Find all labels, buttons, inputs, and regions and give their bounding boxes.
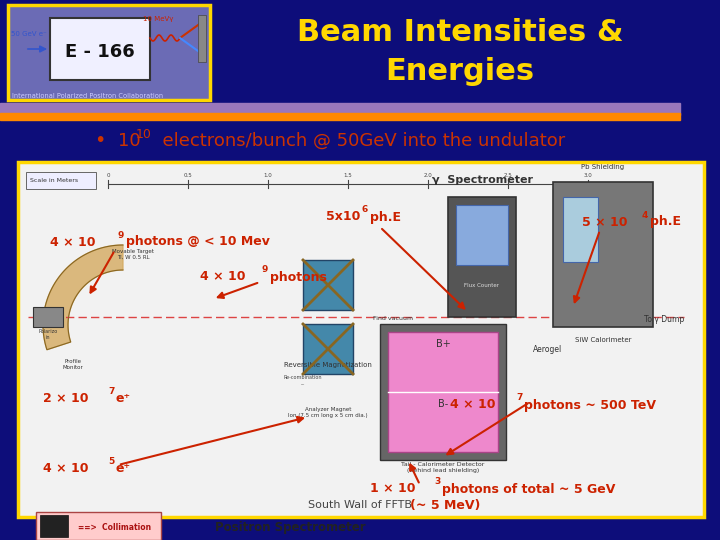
Text: e⁺: e⁺ — [116, 462, 131, 476]
Text: 3: 3 — [434, 477, 440, 487]
Bar — [8, 5, 210, 100]
Text: International Polarized Positron Collaboration: International Polarized Positron Collabo… — [12, 93, 163, 99]
Bar — [0, 113, 680, 120]
Polygon shape — [43, 245, 123, 350]
Text: E - 166: E - 166 — [65, 43, 135, 61]
Bar — [50, 18, 150, 80]
Bar — [563, 197, 598, 262]
Text: (~ 5 MeV): (~ 5 MeV) — [410, 498, 480, 511]
Text: 5: 5 — [108, 456, 114, 465]
Text: 3.0: 3.0 — [584, 173, 593, 178]
Text: e⁺: e⁺ — [116, 393, 131, 406]
Text: ph.E: ph.E — [370, 211, 401, 224]
Text: 1.5: 1.5 — [343, 173, 352, 178]
Bar — [456, 205, 508, 265]
Bar — [40, 515, 68, 537]
Text: Profile
Monitor: Profile Monitor — [63, 359, 84, 370]
Text: B+: B+ — [436, 339, 451, 349]
Text: Tail - Calorimeter Detector
(behind lead shielding): Tail - Calorimeter Detector (behind lead… — [401, 462, 485, 473]
Bar — [33, 307, 63, 327]
Text: Polarizo
in: Polarizo in — [38, 329, 58, 340]
Text: Scale in Meters: Scale in Meters — [30, 179, 78, 184]
Text: photons ~ 500 TeV: photons ~ 500 TeV — [524, 399, 656, 411]
Text: •: • — [94, 131, 106, 150]
Text: ==>  Collimation: ==> Collimation — [78, 523, 151, 531]
Text: Beam Intensities &
Energies: Beam Intensities & Energies — [297, 18, 624, 86]
Text: SiW Calorimeter: SiW Calorimeter — [575, 337, 631, 343]
Bar — [36, 512, 161, 540]
Text: Find vacuum: Find vacuum — [373, 316, 413, 321]
Text: 4 × 10: 4 × 10 — [450, 399, 495, 411]
Text: electrons/bunch @ 50GeV into the undulator: electrons/bunch @ 50GeV into the undulat… — [151, 132, 565, 150]
Text: 9: 9 — [118, 231, 125, 240]
Text: 2.5: 2.5 — [503, 173, 513, 178]
Text: Re-combination
...: Re-combination ... — [284, 375, 323, 386]
Text: B-: B- — [438, 399, 448, 409]
Text: 1 × 10: 1 × 10 — [370, 483, 415, 496]
Text: 50 GeV e⁻: 50 GeV e⁻ — [11, 31, 47, 37]
Text: photons of total ~ 5 GeV: photons of total ~ 5 GeV — [442, 483, 616, 496]
Text: 9: 9 — [262, 266, 269, 274]
Text: Pb Shielding: Pb Shielding — [582, 164, 624, 170]
Text: Movable Target
Ti, W 0.5 RL: Movable Target Ti, W 0.5 RL — [112, 249, 154, 260]
Bar — [303, 324, 353, 374]
Text: 5 × 10: 5 × 10 — [582, 215, 628, 228]
Text: 4 × 10: 4 × 10 — [50, 235, 96, 248]
Text: 10 MeVγ: 10 MeVγ — [143, 16, 174, 22]
Text: 4: 4 — [642, 211, 649, 219]
Bar — [380, 324, 506, 460]
Text: Positron Spectrometer: Positron Spectrometer — [215, 521, 365, 534]
Bar — [388, 332, 498, 452]
Text: Aerogel: Aerogel — [534, 345, 562, 354]
Text: 7: 7 — [108, 387, 114, 395]
Bar — [448, 197, 516, 317]
Text: 10: 10 — [118, 132, 140, 150]
Text: photons: photons — [270, 271, 327, 284]
Bar — [198, 15, 206, 62]
Text: γ  Spectrometer: γ Spectrometer — [431, 175, 533, 185]
Text: 7: 7 — [516, 394, 523, 402]
Text: 10: 10 — [136, 127, 152, 140]
Bar — [18, 162, 704, 517]
Bar — [26, 172, 96, 189]
Bar — [0, 120, 720, 158]
Text: ph.E: ph.E — [650, 215, 681, 228]
Text: 2 × 10: 2 × 10 — [43, 393, 89, 406]
Text: To γ Dump: To γ Dump — [644, 314, 684, 323]
Text: Analyzer Magnet
Ion (7.5 cm long x 5 cm dia.): Analyzer Magnet Ion (7.5 cm long x 5 cm … — [288, 407, 368, 418]
Bar — [0, 103, 680, 115]
Text: 0: 0 — [107, 173, 109, 178]
Text: 5x10: 5x10 — [325, 211, 360, 224]
Text: 6: 6 — [362, 206, 368, 214]
Text: photons @ < 10 Mev: photons @ < 10 Mev — [126, 235, 270, 248]
Text: 2.0: 2.0 — [423, 173, 433, 178]
Text: 4 × 10: 4 × 10 — [200, 271, 246, 284]
Text: South Wall of FFTB: South Wall of FFTB — [308, 500, 412, 510]
Text: Reversible Magnetization: Reversible Magnetization — [284, 362, 372, 368]
Bar — [303, 260, 353, 310]
Bar — [553, 182, 653, 327]
Text: 1.0: 1.0 — [264, 173, 272, 178]
Text: 4 × 10: 4 × 10 — [43, 462, 89, 476]
Text: Flux Counter: Flux Counter — [464, 283, 500, 288]
Text: 0.5: 0.5 — [184, 173, 192, 178]
